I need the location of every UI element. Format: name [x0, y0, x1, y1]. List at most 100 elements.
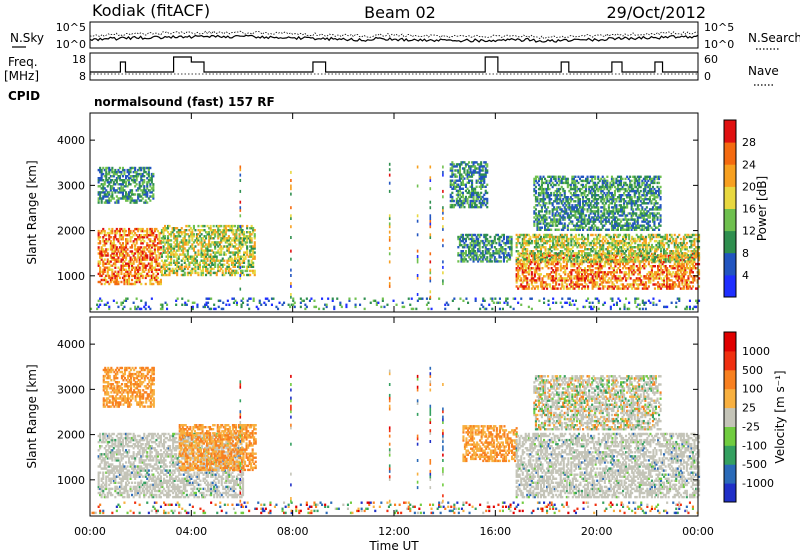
data-cell	[139, 269, 141, 271]
data-cell	[602, 287, 604, 289]
data-cell	[158, 234, 160, 236]
data-cell	[184, 253, 186, 255]
data-cell	[143, 175, 145, 177]
data-cell	[559, 188, 561, 190]
data-cell	[471, 184, 473, 186]
data-cell	[249, 231, 251, 233]
data-cell	[213, 225, 215, 227]
data-cell	[693, 240, 695, 242]
data-cell	[660, 254, 662, 256]
data-cell	[167, 231, 169, 233]
data-cell	[154, 250, 156, 252]
data-cell	[559, 212, 561, 214]
data-cell	[552, 269, 554, 271]
data-cell	[535, 186, 537, 188]
data-cell	[668, 246, 670, 248]
data-cell	[509, 258, 511, 260]
data-cells	[90, 161, 700, 310]
data-cell	[687, 277, 689, 279]
data-cell	[663, 277, 665, 279]
data-cell	[462, 192, 464, 194]
data-cell	[596, 281, 598, 283]
data-cell	[125, 191, 127, 193]
nsky-label: N.Sky	[10, 31, 44, 45]
data-cell	[516, 246, 518, 248]
data-cell	[687, 287, 689, 289]
data-cell	[104, 258, 106, 260]
data-cell	[541, 184, 543, 186]
data-cell	[611, 277, 613, 279]
data-cell	[517, 250, 519, 252]
data-cell	[525, 252, 527, 254]
data-cell	[643, 263, 645, 265]
data-cell	[581, 252, 583, 254]
data-cell	[231, 274, 233, 276]
data-cell	[199, 262, 201, 264]
data-cell	[558, 229, 560, 231]
data-cell	[235, 243, 237, 245]
data-cell	[468, 161, 470, 163]
data-cell	[243, 231, 245, 233]
data-cell	[157, 277, 159, 279]
data-cell	[570, 271, 572, 273]
data-cell	[152, 187, 154, 189]
data-cell	[145, 269, 147, 271]
data-cell	[187, 243, 189, 245]
data-cell	[551, 250, 553, 252]
data-cell	[563, 287, 565, 289]
data-cell	[587, 285, 589, 287]
data-cell	[552, 240, 554, 242]
beam-title: Beam 02	[364, 3, 436, 22]
data-cell	[607, 256, 609, 258]
data-cell	[474, 165, 476, 167]
data-cell	[611, 281, 613, 283]
data-cell	[134, 167, 136, 169]
data-cell	[254, 241, 256, 243]
data-cell	[555, 283, 557, 285]
data-cell	[190, 274, 192, 276]
data-cell	[567, 240, 569, 242]
data-cell	[636, 240, 638, 242]
data-cell	[107, 252, 109, 254]
data-cell	[540, 273, 542, 275]
data-cell	[525, 275, 527, 277]
data-cell	[176, 253, 178, 255]
data-cell	[495, 242, 497, 244]
data-cell	[627, 287, 629, 289]
data-cell	[533, 225, 535, 227]
data-cell	[503, 234, 505, 236]
data-cell	[125, 256, 127, 258]
data-cell	[669, 252, 671, 254]
data-cell	[139, 267, 141, 269]
data-cell	[158, 263, 160, 265]
data-cell	[648, 285, 650, 287]
data-cell	[149, 167, 151, 169]
data-cell	[197, 225, 199, 227]
data-cell	[237, 272, 239, 274]
data-cell	[690, 246, 692, 248]
data-cell	[170, 243, 172, 245]
data-cell	[130, 238, 132, 240]
data-cell	[549, 210, 551, 212]
data-cell	[254, 251, 256, 253]
data-cell	[564, 176, 566, 178]
data-cell	[176, 239, 178, 241]
data-cell	[117, 281, 119, 283]
data-cell	[246, 225, 248, 227]
data-cell	[486, 192, 488, 194]
data-cell	[146, 193, 148, 195]
data-cell	[651, 244, 653, 246]
data-cell	[570, 252, 572, 254]
data-cell	[127, 238, 129, 240]
data-cell	[692, 271, 694, 273]
data-cell	[120, 273, 122, 275]
data-cell	[677, 260, 679, 262]
data-cell	[105, 175, 107, 177]
data-cell	[251, 233, 253, 235]
data-cell	[519, 260, 521, 262]
data-cell	[520, 277, 522, 279]
data-cell	[587, 287, 589, 289]
data-cell	[550, 229, 552, 231]
data-cell	[604, 277, 606, 279]
data-cell	[686, 246, 688, 248]
